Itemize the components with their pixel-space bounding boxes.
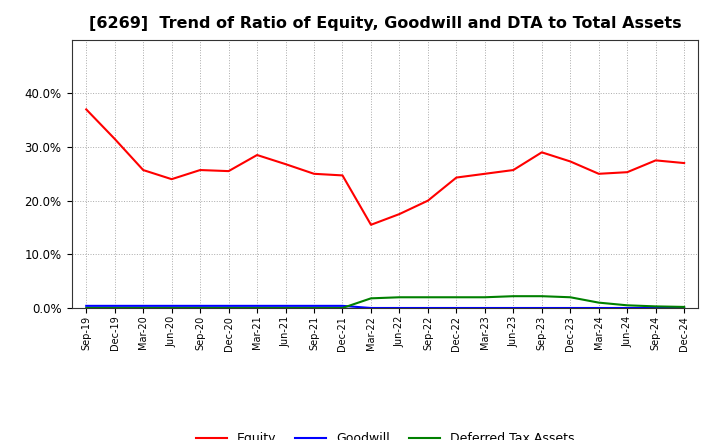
- Goodwill: [680, 305, 688, 311]
- Deferred Tax Assets: [82, 305, 91, 311]
- Deferred Tax Assets: [310, 305, 318, 311]
- Deferred Tax Assets: [139, 305, 148, 311]
- Goodwill: [623, 305, 631, 311]
- Equity: [366, 222, 375, 227]
- Line: Deferred Tax Assets: Deferred Tax Assets: [86, 296, 684, 308]
- Equity: [395, 211, 404, 216]
- Goodwill: [395, 305, 404, 311]
- Equity: [623, 169, 631, 175]
- Equity: [452, 175, 461, 180]
- Deferred Tax Assets: [509, 293, 518, 299]
- Deferred Tax Assets: [196, 305, 204, 311]
- Equity: [338, 173, 347, 178]
- Goodwill: [82, 303, 91, 308]
- Deferred Tax Assets: [282, 305, 290, 311]
- Equity: [310, 171, 318, 176]
- Goodwill: [480, 305, 489, 311]
- Goodwill: [452, 305, 461, 311]
- Goodwill: [652, 305, 660, 311]
- Equity: [82, 107, 91, 112]
- Deferred Tax Assets: [623, 303, 631, 308]
- Goodwill: [338, 303, 347, 308]
- Deferred Tax Assets: [566, 295, 575, 300]
- Equity: [680, 161, 688, 166]
- Goodwill: [282, 303, 290, 308]
- Equity: [225, 169, 233, 174]
- Deferred Tax Assets: [110, 305, 119, 311]
- Goodwill: [566, 305, 575, 311]
- Goodwill: [595, 305, 603, 311]
- Equity: [282, 161, 290, 167]
- Equity: [423, 198, 432, 203]
- Goodwill: [310, 303, 318, 308]
- Equity: [253, 152, 261, 158]
- Equity: [537, 150, 546, 155]
- Equity: [595, 171, 603, 176]
- Deferred Tax Assets: [423, 295, 432, 300]
- Equity: [652, 158, 660, 163]
- Goodwill: [366, 305, 375, 311]
- Line: Equity: Equity: [86, 110, 684, 225]
- Deferred Tax Assets: [167, 305, 176, 311]
- Goodwill: [423, 305, 432, 311]
- Goodwill: [110, 303, 119, 308]
- Deferred Tax Assets: [537, 293, 546, 299]
- Goodwill: [509, 305, 518, 311]
- Title: [6269]  Trend of Ratio of Equity, Goodwill and DTA to Total Assets: [6269] Trend of Ratio of Equity, Goodwil…: [89, 16, 682, 32]
- Goodwill: [196, 303, 204, 308]
- Goodwill: [139, 303, 148, 308]
- Line: Goodwill: Goodwill: [86, 306, 684, 308]
- Equity: [509, 167, 518, 172]
- Deferred Tax Assets: [652, 304, 660, 309]
- Legend: Equity, Goodwill, Deferred Tax Assets: Equity, Goodwill, Deferred Tax Assets: [191, 427, 580, 440]
- Equity: [167, 176, 176, 182]
- Equity: [139, 167, 148, 172]
- Goodwill: [167, 303, 176, 308]
- Deferred Tax Assets: [480, 295, 489, 300]
- Deferred Tax Assets: [595, 300, 603, 305]
- Equity: [480, 171, 489, 176]
- Deferred Tax Assets: [338, 305, 347, 311]
- Goodwill: [253, 303, 261, 308]
- Equity: [196, 167, 204, 172]
- Deferred Tax Assets: [680, 304, 688, 310]
- Deferred Tax Assets: [253, 305, 261, 311]
- Goodwill: [537, 305, 546, 311]
- Equity: [566, 159, 575, 164]
- Equity: [110, 136, 119, 142]
- Deferred Tax Assets: [395, 295, 404, 300]
- Deferred Tax Assets: [452, 295, 461, 300]
- Deferred Tax Assets: [366, 296, 375, 301]
- Deferred Tax Assets: [225, 305, 233, 311]
- Goodwill: [225, 303, 233, 308]
